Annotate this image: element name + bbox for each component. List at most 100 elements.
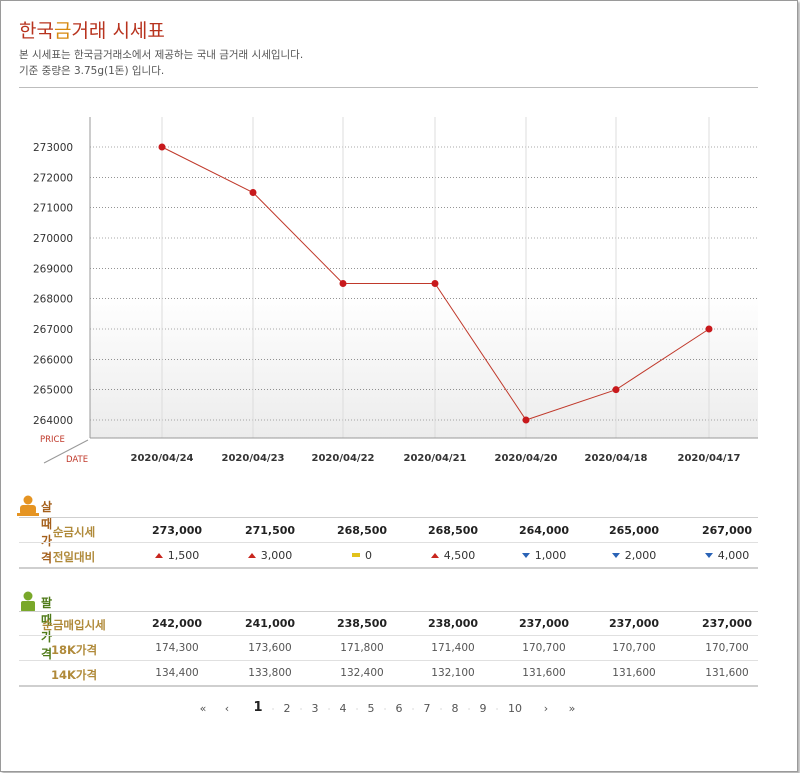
data-point [612, 386, 620, 394]
cell: 131,600 [522, 667, 566, 679]
page-link[interactable]: 9 [479, 702, 487, 715]
row-label: 14K가격 [50, 668, 98, 682]
cell: 237,000 [608, 617, 660, 630]
cell: 237,000 [701, 617, 753, 630]
page-link-current[interactable]: 1 [253, 700, 263, 715]
x-tick-label: 2020/04/22 [312, 453, 375, 464]
page-link[interactable]: 2 [283, 702, 291, 715]
sell-pure-gold-row: 순금매입시세 242,000 241,000 238,500 238,000 2… [19, 612, 758, 636]
cell: 171,400 [431, 642, 475, 654]
description-line-1: 본 시세표는 한국금거래소에서 제공하는 국내 금거래 시세입니다. [19, 49, 304, 61]
row-label: 순금시세 [52, 525, 96, 539]
row-label: 순금매입시세 [42, 618, 106, 632]
cell: 133,800 [248, 667, 292, 679]
change-cell: 2,000 [589, 549, 679, 562]
page-separator: · [383, 705, 387, 714]
next-page-button[interactable]: › [543, 702, 549, 715]
buy-change-row: 전일대비 1,500 3,000 0 4,500 1,000 2,000 4,000 [19, 544, 758, 569]
buy-pure-gold-row: 순금시세 273,000 271,500 268,500 268,500 264… [19, 519, 758, 543]
last-page-button[interactable]: » [568, 702, 576, 715]
page-link[interactable]: 6 [395, 702, 403, 715]
page-separator: · [439, 705, 443, 714]
pagination: « ‹ 1 · 2 · 3 · 4 · 5 · 6 · 7 · 8 · 9 · … [0, 700, 800, 718]
grid-lines [90, 117, 758, 438]
buy-person-icon [17, 495, 39, 516]
y-tick-labels: 273000 272000 271000 270000 269000 268000 2670… [33, 142, 73, 427]
page-link[interactable]: 3 [311, 702, 319, 715]
y-tick-label: 265000 [33, 385, 73, 397]
cell: 170,700 [705, 642, 749, 654]
page-separator: · [411, 705, 415, 714]
y-tick-label: 267000 [33, 324, 73, 336]
sell-section-divider [19, 611, 758, 612]
change-value: 0 [365, 549, 372, 562]
no-change-icon [352, 553, 360, 557]
cell: 238,000 [427, 617, 479, 630]
first-page-button[interactable]: « [199, 702, 207, 715]
x-tick-label: 2020/04/21 [404, 453, 467, 464]
page-link[interactable]: 4 [339, 702, 347, 715]
change-value: 2,000 [624, 549, 657, 562]
sell-section-label: 팔 때 가격 [41, 596, 53, 661]
data-point [705, 325, 713, 333]
sell-18k-row: 18K가격 174,300 173,600 171,800 171,400 17… [19, 637, 758, 661]
cell: 267,000 [701, 524, 753, 537]
cell: 173,600 [248, 642, 292, 654]
change-cell: 1,000 [499, 549, 589, 562]
data-point [522, 416, 530, 424]
y-tick-label: 264000 [33, 415, 73, 427]
y-tick-label: 273000 [33, 142, 73, 154]
change-value: 4,500 [443, 549, 476, 562]
page-separator: · [327, 705, 331, 714]
page-separator: · [495, 705, 499, 714]
cell: 242,000 [151, 617, 203, 630]
cell: 268,500 [427, 524, 479, 537]
change-value: 3,000 [260, 549, 293, 562]
sell-14k-row: 14K가격 134,400 133,800 132,400 132,100 13… [19, 662, 758, 687]
y-tick-label: 270000 [33, 233, 73, 245]
plot-area [90, 117, 758, 438]
description-line-2: 기준 중량은 3.75g(1돈) 입니다. [19, 65, 165, 77]
cell: 273,000 [151, 524, 203, 537]
row-label: 전일대비 [52, 550, 96, 564]
cell: 132,100 [431, 667, 475, 679]
page-separator: · [467, 705, 471, 714]
x-tick-label: 2020/04/20 [495, 453, 558, 464]
cell: 131,600 [612, 667, 656, 679]
data-point [339, 280, 347, 287]
x-tick-label: 2020/04/18 [585, 453, 648, 464]
x-axis-label: DATE [66, 455, 88, 465]
buy-section-divider [19, 517, 758, 518]
up-arrow-icon [430, 553, 439, 558]
price-line-chart: 273000 272000 271000 270000 269000 268000 2670… [33, 117, 758, 465]
page-link[interactable]: 5 [367, 702, 375, 715]
x-tick-label: 2020/04/17 [678, 453, 741, 464]
cell: 241,000 [244, 617, 296, 630]
page-link[interactable]: 8 [451, 702, 459, 715]
cell: 237,000 [518, 617, 570, 630]
header-divider [19, 87, 758, 88]
x-tick-label: 2020/04/24 [131, 453, 194, 464]
cell: 264,000 [518, 524, 570, 537]
change-cell: 1,500 [132, 549, 222, 562]
cell: 170,700 [522, 642, 566, 654]
cell: 132,400 [340, 667, 384, 679]
cell: 238,500 [336, 617, 388, 630]
page-link[interactable]: 10 [508, 702, 522, 715]
buy-section-label: 살 때 가격 [41, 500, 53, 565]
down-arrow-icon [521, 553, 530, 558]
cell: 174,300 [155, 642, 199, 654]
data-point [158, 143, 166, 151]
axis-corner-diagonal [43, 439, 89, 464]
cell: 134,400 [155, 667, 199, 679]
prev-page-button[interactable]: ‹ [224, 702, 230, 715]
cell: 131,600 [705, 667, 749, 679]
up-arrow-icon [247, 553, 256, 558]
change-cell: 0 [317, 549, 407, 562]
page-link[interactable]: 7 [423, 702, 431, 715]
change-cell: 4,000 [682, 549, 772, 562]
change-cell: 3,000 [225, 549, 315, 562]
y-tick-label: 266000 [33, 354, 73, 366]
up-arrow-icon [154, 553, 163, 558]
x-tick-label: 2020/04/23 [222, 453, 285, 464]
